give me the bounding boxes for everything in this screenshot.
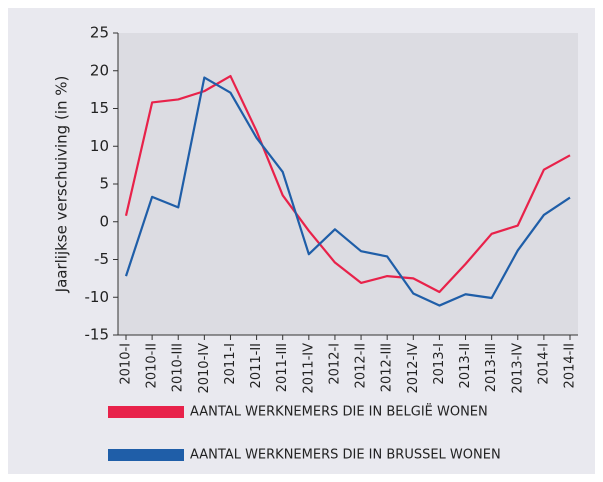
y-tick-label: -10 bbox=[85, 288, 110, 306]
y-tick-label: -5 bbox=[94, 250, 109, 268]
x-tick-label: 2013-I bbox=[432, 343, 447, 385]
x-tick-label: 2011-I bbox=[223, 343, 238, 385]
legend-label: AANTAL WERKNEMERS DIE IN BELGIË WONEN bbox=[190, 404, 488, 420]
x-tick-label: 2011-II bbox=[249, 343, 264, 388]
legend-swatch bbox=[108, 449, 184, 461]
x-tick-label: 2010-II bbox=[145, 343, 160, 388]
series-line bbox=[124, 74, 571, 294]
x-tick-label: 2012-IV bbox=[406, 343, 421, 394]
legend-label: AANTAL WERKNEMERS DIE IN BRUSSEL WONEN bbox=[190, 448, 501, 463]
y-axis-label: Jaarlijkse verschuiving (in %) bbox=[53, 76, 71, 294]
x-tick-label: 2013-IV bbox=[510, 343, 525, 394]
x-tick-label: 2010-IV bbox=[197, 343, 212, 394]
x-tick-label: 2012-I bbox=[327, 343, 342, 385]
plot-area bbox=[118, 33, 578, 335]
y-tick-label: 15 bbox=[90, 99, 109, 117]
y-tick-label: 5 bbox=[99, 175, 109, 193]
y-tick-label: 0 bbox=[99, 212, 109, 230]
x-tick-label: 2014-I bbox=[536, 343, 551, 385]
x-tick-label: 2011-III bbox=[275, 343, 290, 392]
x-tick-label: 2010-I bbox=[119, 343, 134, 385]
legend-swatch bbox=[108, 406, 184, 418]
y-tick-label: 10 bbox=[90, 137, 109, 155]
x-tick-label: 2012-III bbox=[380, 343, 395, 392]
x-tick-label: 2013-II bbox=[458, 343, 473, 388]
x-tick-label: 2011-IV bbox=[301, 343, 316, 394]
y-tick-label: 25 bbox=[90, 24, 109, 42]
x-tick-label: 2013-III bbox=[484, 343, 499, 392]
series-line bbox=[124, 76, 571, 307]
x-tick-label: 2014-II bbox=[563, 343, 578, 388]
y-tick-label: -15 bbox=[85, 326, 110, 344]
x-tick-label: 2010-III bbox=[171, 343, 186, 392]
y-tick-label: 20 bbox=[90, 61, 109, 79]
x-tick-label: 2012-II bbox=[354, 343, 369, 388]
